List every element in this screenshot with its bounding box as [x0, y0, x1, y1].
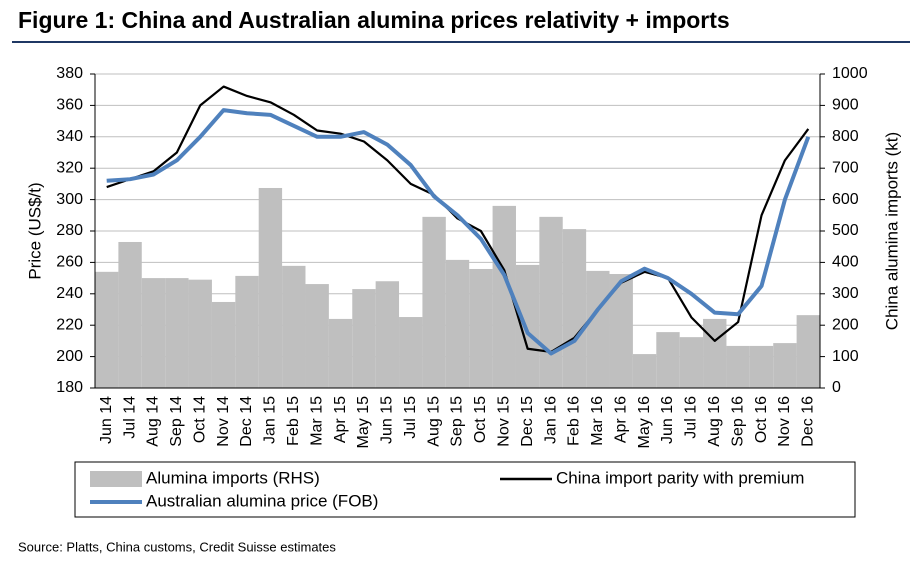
- x-tick-label: Jun 16: [659, 396, 676, 444]
- x-tick-label: Nov 16: [776, 396, 793, 447]
- y2-tick-label: 400: [832, 254, 859, 271]
- bar: [679, 337, 704, 388]
- x-tick-label: Sep 16: [729, 396, 746, 447]
- line: [106, 85, 810, 353]
- bar: [328, 318, 353, 388]
- x-tick-label: Jun 15: [379, 396, 396, 444]
- bar: [95, 271, 119, 388]
- bar: [141, 278, 166, 388]
- y-tick-label: 340: [56, 128, 83, 145]
- chart-title: Figure 1: China and Australian alumina p…: [18, 7, 730, 33]
- bar: [796, 315, 820, 388]
- y-tick-label: 240: [56, 285, 83, 302]
- x-tick-label: Aug 16: [706, 396, 723, 447]
- bar: [656, 332, 680, 388]
- x-tick-label: Feb 16: [566, 396, 583, 446]
- legend-swatch: [90, 471, 142, 487]
- bar: [632, 354, 657, 388]
- line: [106, 108, 811, 356]
- legend-label: Australian alumina price (FOB): [146, 491, 378, 510]
- y2-tick-label: 900: [832, 97, 859, 114]
- bar: [258, 187, 283, 388]
- y-axis-label: Price (US$/t): [25, 182, 44, 279]
- x-tick-label: Oct 16: [753, 396, 770, 443]
- legend-label: Alumina imports (RHS): [146, 468, 320, 487]
- x-tick-label: Sep 14: [168, 396, 185, 447]
- bar: [539, 216, 563, 388]
- legend-box: [74, 461, 856, 518]
- y-tick-label: 380: [56, 65, 83, 82]
- x-tick-label: Jan 15: [262, 396, 279, 444]
- x-tick-label: Jul 16: [683, 396, 700, 439]
- y-tick-label: 280: [56, 222, 83, 239]
- y-tick-label: 320: [56, 159, 83, 176]
- y2-tick-label: 0: [832, 379, 841, 396]
- x-tick-label: Nov 14: [215, 396, 232, 447]
- bar: [445, 259, 470, 388]
- y2-tick-label: 1000: [832, 65, 868, 82]
- bar: [422, 216, 446, 388]
- x-tick-label: Jan 16: [542, 396, 559, 444]
- y2-tick-label: 500: [832, 222, 859, 239]
- x-tick-label: May 16: [636, 396, 653, 449]
- y-tick-label: 300: [56, 191, 83, 208]
- x-tick-label: Dec 14: [238, 396, 255, 447]
- x-tick-label: Feb 15: [285, 396, 302, 446]
- bar: [352, 289, 376, 388]
- x-tick-label: Mar 16: [589, 396, 606, 446]
- y2-tick-label: 200: [832, 316, 859, 333]
- bar: [211, 301, 236, 388]
- y-tick-label: 200: [56, 348, 83, 365]
- x-tick-label: Apr 16: [612, 396, 629, 443]
- x-tick-label: Jul 15: [402, 396, 419, 439]
- y2-tick-label: 300: [832, 285, 859, 302]
- bar: [235, 275, 259, 388]
- x-tick-label: Jun 14: [98, 396, 115, 444]
- x-tick-label: Dec 15: [519, 396, 536, 447]
- bar: [375, 281, 400, 388]
- bar: [305, 284, 329, 388]
- x-tick-label: Aug 15: [425, 396, 442, 447]
- y2-tick-label: 100: [832, 348, 859, 365]
- bar: [188, 279, 212, 388]
- y2-tick-label: 700: [832, 159, 859, 176]
- y-tick-label: 220: [56, 316, 83, 333]
- bar: [586, 270, 610, 388]
- bar: [773, 343, 797, 388]
- x-tick-label: Nov 15: [495, 396, 512, 447]
- y-tick-label: 360: [56, 97, 83, 114]
- bar: [609, 274, 633, 388]
- bar: [726, 345, 750, 388]
- y2-axis-label: China alumina imports (kt): [882, 132, 901, 330]
- y2-tick-label: 600: [832, 191, 859, 208]
- bar: [515, 264, 540, 388]
- bar: [399, 317, 423, 388]
- bar: [749, 345, 774, 388]
- x-tick-label: Aug 14: [145, 396, 162, 447]
- x-tick-label: Sep 15: [449, 396, 466, 447]
- x-tick-label: Oct 15: [472, 396, 489, 443]
- bar: [492, 205, 516, 388]
- x-tick-label: Jul 14: [121, 396, 138, 439]
- bar: [118, 241, 142, 388]
- y-tick-label: 180: [56, 379, 83, 396]
- x-tick-label: Oct 14: [191, 396, 208, 443]
- bar: [562, 229, 587, 388]
- y2-tick-label: 800: [832, 128, 859, 145]
- source-note: Source: Platts, China customs, Credit Su…: [18, 539, 336, 554]
- legend-label: China import parity with premium: [556, 468, 804, 487]
- bar: [282, 265, 306, 388]
- x-tick-label: May 15: [355, 396, 372, 449]
- bar: [469, 268, 493, 388]
- bar: [703, 318, 727, 388]
- bar: [165, 278, 189, 388]
- x-tick-label: Apr 15: [332, 396, 349, 443]
- x-tick-label: Dec 16: [800, 396, 817, 447]
- y-tick-label: 260: [56, 254, 83, 271]
- x-tick-label: Mar 15: [308, 396, 325, 446]
